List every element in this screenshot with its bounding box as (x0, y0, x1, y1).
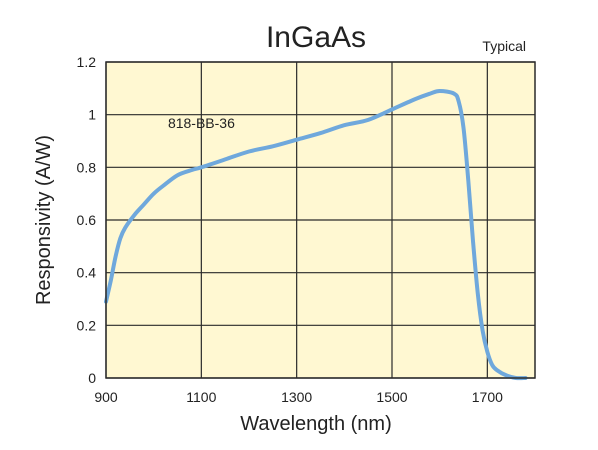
y-tick-label: 0.4 (77, 265, 97, 281)
x-tick-label: 1700 (472, 389, 503, 405)
tick-labels: 900 1100 1300 1500 1700 0 0.2 0.4 0.6 0.8 1 1.2 (77, 54, 504, 405)
y-tick-label: 1.2 (77, 54, 97, 70)
x-axis-title: Wavelength (nm) (240, 413, 392, 435)
x-tick-label: 900 (94, 389, 118, 405)
y-axis-title: Responsivity (A/W) (33, 135, 55, 305)
x-tick-label: 1500 (376, 389, 407, 405)
y-tick-label: 0.8 (77, 159, 97, 175)
series-annotation-818-bb-36: 818-BB-36 (168, 115, 235, 131)
y-tick-label: 0 (88, 370, 96, 386)
chart-subtitle: Typical (482, 38, 526, 54)
x-tick-label: 1100 (186, 389, 216, 405)
series-line-818-bb-36 (104, 89, 528, 381)
y-tick-label: 1 (88, 107, 96, 123)
plot-frame (105, 61, 536, 379)
chart-title: InGaAs (266, 21, 366, 54)
y-tick-label: 0.6 (77, 212, 97, 228)
y-tick-label: 0.2 (77, 317, 97, 333)
x-tick-label: 1300 (281, 389, 312, 405)
